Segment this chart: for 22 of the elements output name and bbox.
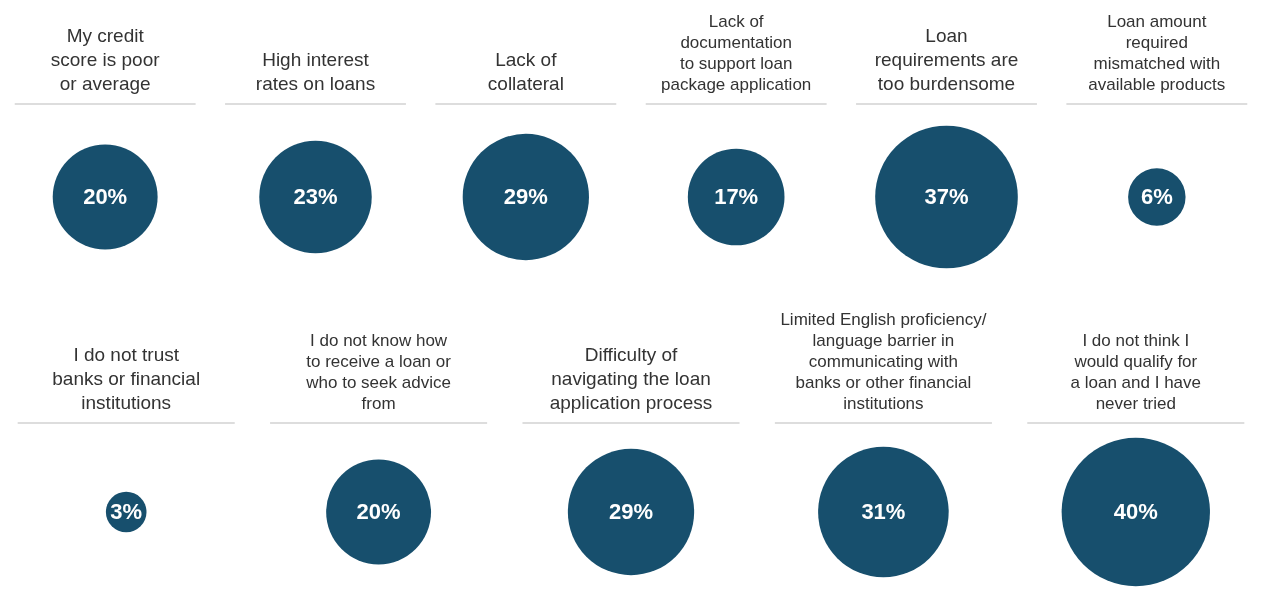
data-label: 37%: [924, 184, 969, 209]
category-label: Limited English proficiency/ language barrier in communicating with banks or other financial institutions: [780, 310, 987, 413]
data-label: 20%: [356, 499, 401, 524]
data-label: 29%: [608, 499, 654, 524]
data-label: 23%: [293, 184, 338, 209]
data-label: 20%: [83, 184, 128, 209]
category-label: Lack of collateral: [487, 49, 564, 94]
category-label: Difficulty of navigating the loan application process: [549, 344, 713, 413]
data-label: 31%: [861, 499, 906, 524]
data-label: 29%: [503, 184, 548, 209]
category-label: Lack of documentation to support loan package application: [661, 12, 812, 94]
category-label: My credit score is poor or average: [50, 25, 161, 94]
data-label: 17%: [714, 184, 759, 209]
data-label: 6%: [1140, 184, 1173, 209]
category-label: I do not trust banks or financial institutions: [52, 344, 201, 413]
category-label: High interest rates on loans: [255, 49, 376, 94]
category-label: I do not know how to receive a loan or who to seek advice from: [305, 331, 452, 413]
category-label: Loan amount required mismatched with available products: [1088, 12, 1226, 94]
category-label: Loan requirements are too burdensome: [874, 25, 1019, 94]
data-label: 3%: [110, 499, 143, 524]
data-label: 40%: [1113, 499, 1158, 524]
category-label: I do not think I would qualify for a loan and I have never tried: [1070, 331, 1202, 413]
